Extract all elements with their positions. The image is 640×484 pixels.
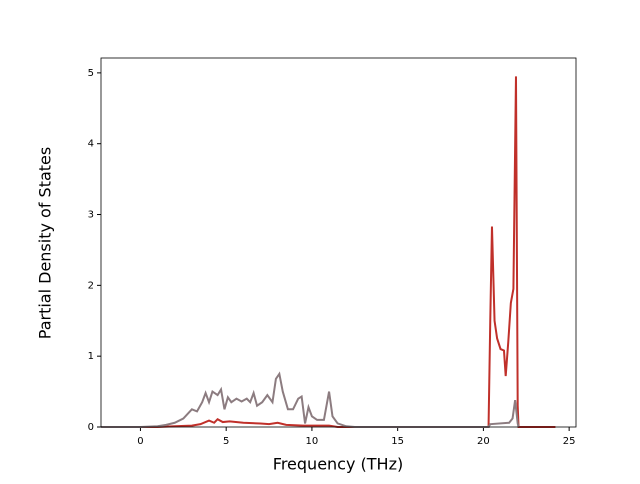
y-tick-label: 2 xyxy=(88,280,94,291)
y-tick-label: 5 xyxy=(88,68,94,79)
y-axis-label: Partial Density of States xyxy=(36,147,55,339)
x-tick-label: 0 xyxy=(137,436,143,447)
x-tick-label: 10 xyxy=(306,436,319,447)
y-tick-label: 3 xyxy=(88,210,94,221)
x-axis-label: Frequency (THz) xyxy=(273,455,403,474)
series-line xyxy=(101,371,520,428)
x-tick-label: 15 xyxy=(391,436,404,447)
x-tick-label: 5 xyxy=(223,436,229,447)
x-tick-label: 20 xyxy=(477,436,490,447)
y-tick-label: 0 xyxy=(88,422,94,433)
series-line xyxy=(101,76,556,428)
x-tick-label: 25 xyxy=(563,436,576,447)
plot-frame xyxy=(100,57,577,428)
y-tick-label: 4 xyxy=(88,139,94,150)
y-tick-label: 1 xyxy=(88,351,94,362)
